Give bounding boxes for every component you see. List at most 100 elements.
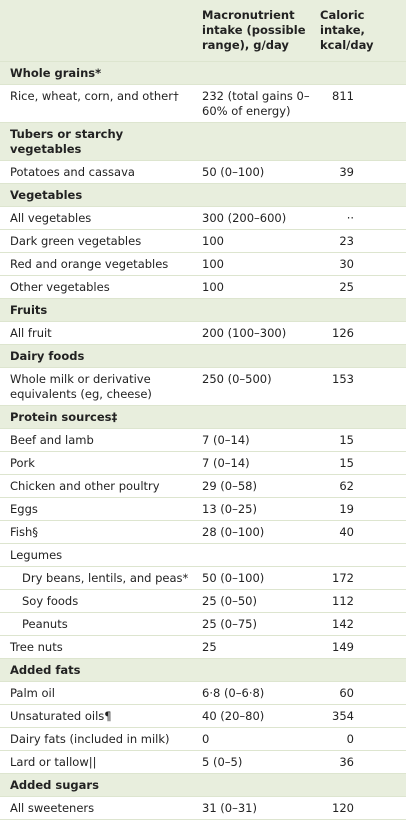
- kcal-cell: 120: [332, 800, 354, 815]
- intake-cell: 25 (0–50): [202, 593, 257, 608]
- kcal-cell: 25: [339, 279, 354, 294]
- row-label: Chicken and other poultry: [10, 478, 160, 493]
- section-title: Tubers or starchy vegetables: [10, 126, 124, 156]
- row-label: Pork: [10, 455, 35, 470]
- intake-cell: 100: [202, 279, 224, 294]
- kcal-cell: 40: [339, 524, 354, 539]
- intake-cell: 40 (20–80): [202, 708, 265, 723]
- table-row: Pork 7 (0–14) 15: [0, 452, 406, 475]
- column-header: Macronutrient intake (possible range), g…: [202, 8, 306, 52]
- table-row: Soy foods 25 (0–50) 112: [0, 590, 406, 613]
- table-row: All fruit 200 (100–300) 126: [0, 322, 406, 345]
- section-header: Protein sources‡: [0, 406, 406, 429]
- row-label: All vegetables: [10, 210, 92, 225]
- section-header: Vegetables: [0, 184, 406, 207]
- kcal-cell: 153: [332, 371, 354, 386]
- intake-cell: 25: [202, 639, 217, 654]
- row-label: Potatoes and cassava: [10, 164, 135, 179]
- table-row: Dairy fats (included in milk) 0 0: [0, 728, 406, 751]
- table-row: Beef and lamb 7 (0–14) 15: [0, 429, 406, 452]
- kcal-cell: 39: [339, 164, 354, 179]
- table-row: Rice, wheat, corn, and other† 232 (total …: [0, 85, 406, 123]
- kcal-cell: 19: [339, 501, 354, 516]
- kcal-cell: 30: [339, 256, 354, 271]
- table-row: Lard or tallow|| 5 (0–5) 36: [0, 751, 406, 774]
- intake-cell: 28 (0–100): [202, 524, 265, 539]
- row-label: Legumes: [10, 547, 63, 562]
- table-row: Eggs 13 (0–25) 19: [0, 498, 406, 521]
- row-label: All sweeteners: [10, 800, 95, 815]
- kcal-cell: 354: [332, 708, 354, 723]
- intake-cell: 250 (0–500): [202, 371, 272, 386]
- intake-cell: 50 (0–100): [202, 164, 265, 179]
- row-label: Palm oil: [10, 685, 55, 700]
- section-header: Dairy foods: [0, 345, 406, 368]
- section-title: Vegetables: [10, 187, 83, 202]
- row-label: All fruit: [10, 325, 52, 340]
- section-title: Added sugars: [10, 777, 99, 792]
- intake-cell: 50 (0–100): [202, 570, 265, 585]
- column-header: [0, 8, 198, 54]
- kcal-cell: 36: [339, 754, 354, 769]
- intake-cell: 100: [202, 256, 224, 271]
- table-row: Peanuts 25 (0–75) 142: [0, 613, 406, 636]
- header-row: Macronutrient intake (possible range), g…: [0, 0, 406, 62]
- kcal-cell: 126: [332, 325, 354, 340]
- table-row: Whole milk or derivative equivalents (eg…: [0, 368, 406, 406]
- table-row: Tree nuts 25 149: [0, 636, 406, 659]
- table-row: Other vegetables 100 25: [0, 276, 406, 299]
- table-row: Dry beans, lentils, and peas* 50 (0–100) 1…: [0, 567, 406, 590]
- kcal-cell: 0: [346, 731, 354, 746]
- empty-cell: [310, 548, 354, 563]
- kcal-cell: 23: [339, 233, 354, 248]
- intake-cell: 100: [202, 233, 224, 248]
- intake-cell: 29 (0–58): [202, 478, 257, 493]
- kcal-cell: 149: [332, 639, 354, 654]
- row-label: Tree nuts: [10, 639, 63, 654]
- kcal-cell: 62: [339, 478, 354, 493]
- table-row: All sweeteners 31 (0–31) 120: [0, 797, 406, 820]
- intake-cell: 6·8 (0–6·8): [202, 685, 265, 700]
- kcal-cell: 142: [332, 616, 354, 631]
- row-label: Beef and lamb: [10, 432, 94, 447]
- column-header: Caloric intake, kcal/day: [320, 8, 374, 52]
- kcal-cell: 15: [339, 432, 354, 447]
- intake-cell: 200 (100–300): [202, 325, 287, 340]
- table-row: Fish§ 28 (0–100) 40: [0, 521, 406, 544]
- empty-cell: [198, 548, 310, 563]
- intake-cell: 13 (0–25): [202, 501, 257, 516]
- row-label: Rice, wheat, corn, and other†: [10, 88, 179, 103]
- intake-cell: 7 (0–14): [202, 432, 250, 447]
- intake-cell: 25 (0–75): [202, 616, 257, 631]
- section-title: Protein sources‡: [10, 409, 118, 424]
- row-label: Fish§: [10, 524, 39, 539]
- section-title: Whole grains*: [10, 65, 102, 80]
- intake-cell: 7 (0–14): [202, 455, 250, 470]
- kcal-cell: 811: [332, 88, 354, 103]
- section-title: Added fats: [10, 662, 81, 677]
- intake-cell: 300 (200–600): [202, 210, 287, 225]
- row-label: Eggs: [10, 501, 38, 516]
- row-label: Dark green vegetables: [10, 233, 142, 248]
- intake-cell: 31 (0–31): [202, 800, 257, 815]
- kcal-cell: ··: [346, 210, 354, 225]
- row-label: Dairy fats (included in milk): [10, 731, 170, 746]
- section-header: Fruits: [0, 299, 406, 322]
- section-title: Fruits: [10, 302, 48, 317]
- section-title: Dairy foods: [10, 348, 85, 363]
- table-row: Potatoes and cassava 50 (0–100) 39: [0, 161, 406, 184]
- section-header: Added sugars: [0, 774, 406, 797]
- row-label: Whole milk or derivative equivalents (eg…: [10, 371, 152, 401]
- kcal-cell: 15: [339, 455, 354, 470]
- row-label: Other vegetables: [10, 279, 110, 294]
- row-label: Dry beans, lentils, and peas*: [22, 570, 189, 585]
- table-row: All vegetables 300 (200–600) ··: [0, 207, 406, 230]
- row-label: Peanuts: [22, 616, 68, 631]
- intake-cell: 0: [202, 731, 210, 746]
- intake-cell: 232 (total gains 0–60% of energy): [202, 88, 310, 118]
- row-label: Red and orange vegetables: [10, 256, 169, 271]
- section-header: Whole grains*: [0, 62, 406, 85]
- intake-cell: 5 (0–5): [202, 754, 243, 769]
